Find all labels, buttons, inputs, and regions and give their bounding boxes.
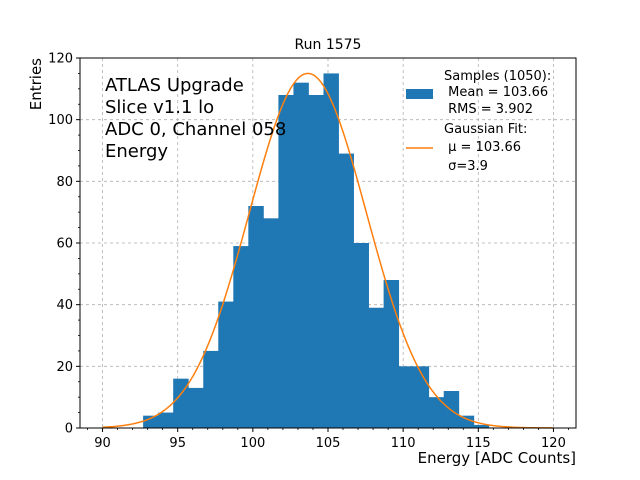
x-tick-label: 100	[240, 436, 265, 451]
histogram-bar	[353, 243, 369, 428]
histogram-bar	[473, 424, 490, 428]
y-tick-label: 20	[56, 360, 73, 375]
legend-samples-label: Samples (1050):	[444, 69, 551, 84]
annotation-line: Slice v1.1 lo	[105, 97, 214, 118]
legend-samples-mean: Mean = 103.66	[444, 85, 548, 100]
histogram-bar	[233, 246, 249, 428]
histogram-bar	[203, 350, 219, 428]
x-axis-label: Energy [ADC Counts]	[418, 449, 576, 467]
histogram-bar	[218, 301, 234, 428]
y-tick-label: 100	[48, 113, 73, 128]
histogram-bar	[173, 378, 189, 428]
y-tick-label: 60	[56, 237, 73, 252]
histogram-bar	[293, 82, 309, 429]
annotation-line: Energy	[105, 141, 168, 162]
y-tick-label: 120	[48, 52, 73, 67]
x-tick-label: 95	[169, 436, 186, 451]
axis-ticks: 90 95 100 105 110 115 120 0 20 40 60 80 100 120	[48, 52, 569, 451]
chart-title: Run 1575	[295, 37, 362, 53]
gaussian-fit-curve	[102, 72, 554, 429]
histogram-bar	[458, 415, 475, 428]
legend-fit-sigma: σ=3.9	[444, 159, 488, 174]
histogram-bar	[248, 206, 264, 428]
annotation-line: ADC 0, Channel 058	[105, 119, 286, 140]
histogram-bar	[188, 387, 204, 428]
legend-samples-rms: RMS = 3.902	[444, 102, 533, 117]
y-axis-label: Entries	[27, 58, 45, 110]
histogram-bar	[278, 95, 294, 428]
histogram-bar	[143, 415, 159, 428]
annotation-line: ATLAS Upgrade	[105, 75, 244, 96]
x-tick-label: 90	[94, 436, 111, 451]
x-tick-label: 115	[466, 436, 491, 451]
legend-fit-mu: μ = 103.66	[444, 140, 521, 155]
histogram-bar	[308, 95, 324, 428]
legend-samples-swatch	[406, 89, 433, 99]
y-tick-label: 40	[56, 298, 73, 313]
y-tick-label: 0	[65, 422, 73, 437]
histogram-bars	[143, 73, 490, 429]
histogram-bar	[398, 366, 415, 428]
legend-fit-label: Gaussian Fit:	[444, 122, 527, 137]
histogram-bar	[383, 280, 400, 428]
histogram-bar	[368, 307, 385, 428]
histogram-bar	[428, 397, 445, 428]
histogram-bar	[158, 412, 174, 428]
x-tick-label: 120	[541, 436, 566, 451]
histogram-bar	[413, 366, 430, 428]
legend: Samples (1050): Mean = 103.66 RMS = 3.90…	[406, 69, 551, 174]
x-tick-label: 110	[391, 436, 416, 451]
histogram-bar	[263, 218, 279, 428]
histogram-bar	[338, 153, 354, 429]
y-tick-label: 80	[56, 175, 73, 190]
x-tick-label: 105	[316, 436, 341, 451]
histogram-bar	[323, 73, 339, 429]
chart-annotation: ATLAS Upgrade Slice v1.1 lo ADC 0, Chann…	[105, 75, 286, 162]
